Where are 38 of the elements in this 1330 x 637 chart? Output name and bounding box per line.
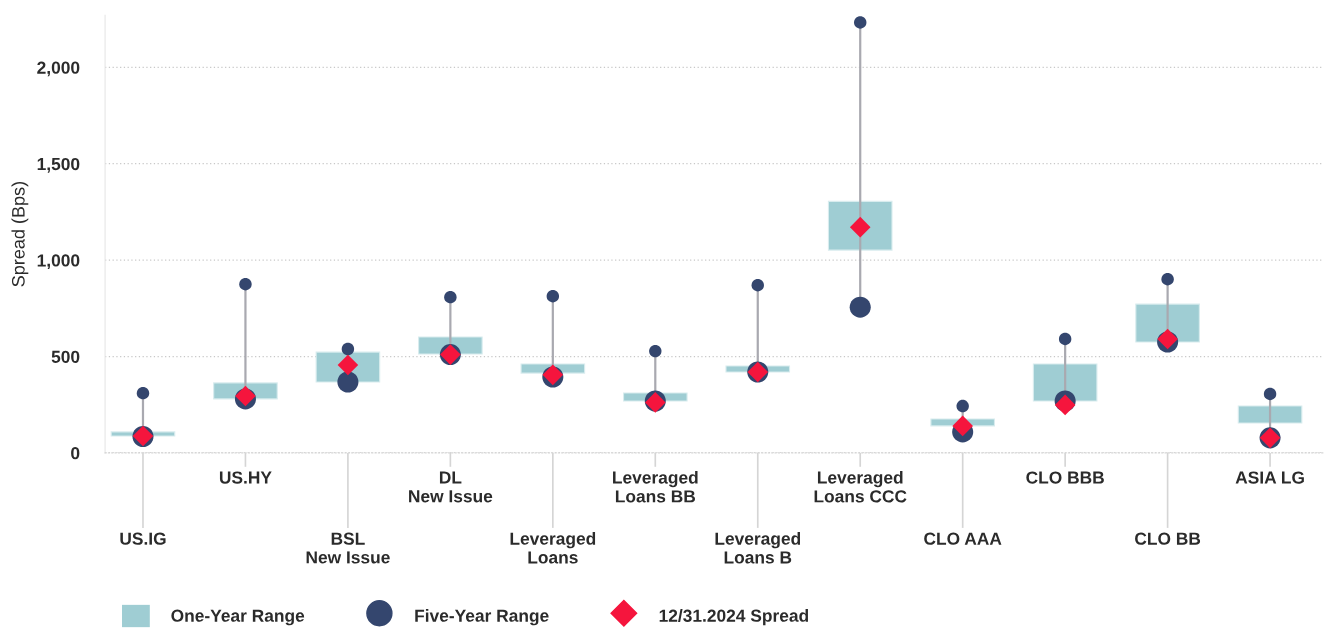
- legend-label: One-Year Range: [171, 609, 305, 626]
- point: [1263, 387, 1277, 401]
- point: [239, 278, 252, 291]
- x-tick-label: ASIA LG: [1235, 471, 1304, 484]
- y-tick-label: 2,000: [37, 61, 80, 77]
- y-axis-title: Spread (Bps): [11, 182, 29, 287]
- point: [849, 296, 871, 318]
- point: [444, 290, 457, 304]
- point: [1161, 273, 1174, 286]
- point: [751, 278, 764, 292]
- y-tick-label: 0: [71, 447, 80, 460]
- point: [546, 289, 560, 303]
- point: [136, 386, 150, 400]
- y-tick-label: 1,500: [37, 157, 80, 173]
- y-tick-label: 500: [51, 350, 80, 363]
- x-tick-label: US.IG: [120, 532, 166, 545]
- point: [854, 16, 867, 29]
- legend-label: 12/31.2024 Spread: [659, 609, 809, 626]
- x-tick-label: BSL New Issue: [306, 532, 390, 564]
- x-tick-label: CLO BBB: [1026, 471, 1104, 484]
- point: [341, 342, 355, 356]
- bar: [827, 200, 893, 251]
- point: [1058, 332, 1072, 346]
- x-tick-label: DL New Issue: [409, 471, 493, 503]
- x-tick-label: Leveraged Loans BB: [613, 470, 698, 503]
- bar: [1237, 405, 1303, 424]
- x-tick-label: Leveraged Loans B: [715, 532, 801, 564]
- y-tick-label: 1,000: [37, 254, 80, 270]
- point: [956, 399, 969, 413]
- point: [952, 415, 973, 437]
- x-tick-label: US.HY: [219, 471, 272, 484]
- x-tick-label: Leveraged Loans: [510, 532, 596, 564]
- legend-label: Five-Year Range: [415, 609, 549, 626]
- point: [337, 371, 359, 393]
- x-tick-label: CLO AAA: [924, 532, 1002, 545]
- point: [649, 344, 662, 358]
- x-tick-label: CLO BB: [1135, 532, 1201, 545]
- x-tick-label: Leveraged Loans CCC: [814, 470, 907, 503]
